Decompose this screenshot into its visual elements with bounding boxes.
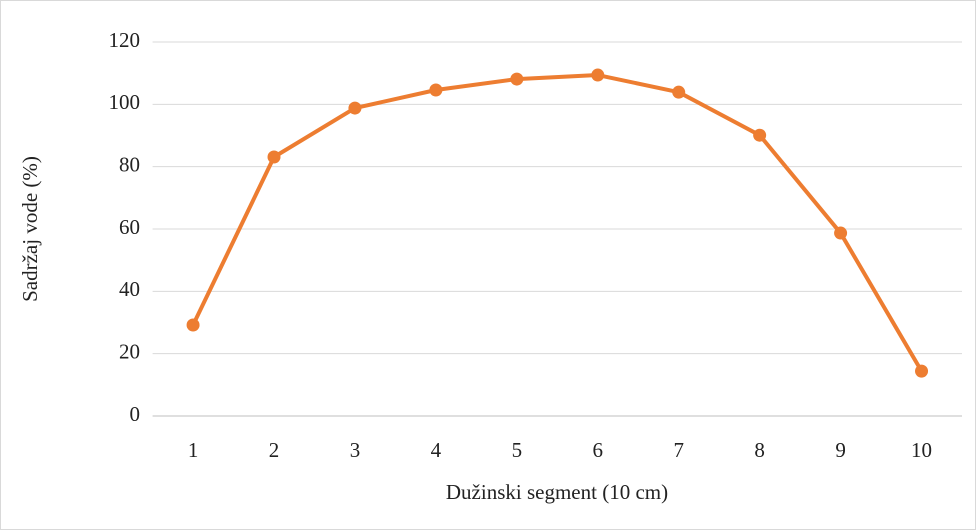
x-tick-label: 4 <box>431 438 442 462</box>
y-tick-label: 60 <box>119 215 140 239</box>
data-point <box>753 128 767 142</box>
y-tick-label: 40 <box>119 277 140 301</box>
y-tick-label: 0 <box>130 402 141 426</box>
data-point <box>915 364 929 378</box>
data-point <box>672 85 686 99</box>
x-tick-label: 8 <box>754 438 765 462</box>
data-point <box>591 68 605 82</box>
data-point <box>348 101 362 115</box>
x-axis-title: Dužinski segment (10 cm) <box>446 480 668 504</box>
data-point <box>834 226 848 240</box>
x-tick-label: 10 <box>911 438 932 462</box>
x-tick-label: 9 <box>835 438 846 462</box>
data-point <box>429 83 443 97</box>
x-tick-label: 6 <box>593 438 604 462</box>
x-tick-label: 7 <box>673 438 684 462</box>
x-tick-label: 5 <box>512 438 523 462</box>
x-tick-label: 3 <box>350 438 361 462</box>
y-tick-label: 100 <box>109 90 141 114</box>
x-tick-label: 1 <box>188 438 199 462</box>
data-point <box>267 150 281 164</box>
x-tick-label: 2 <box>269 438 280 462</box>
y-tick-label: 120 <box>109 28 141 52</box>
data-point <box>510 72 524 86</box>
data-point <box>186 318 200 332</box>
y-axis-title: Sadržaj vode (%) <box>18 156 42 302</box>
y-tick-label: 20 <box>119 339 140 363</box>
data-line <box>191 73 924 373</box>
y-tick-label: 80 <box>119 152 140 176</box>
